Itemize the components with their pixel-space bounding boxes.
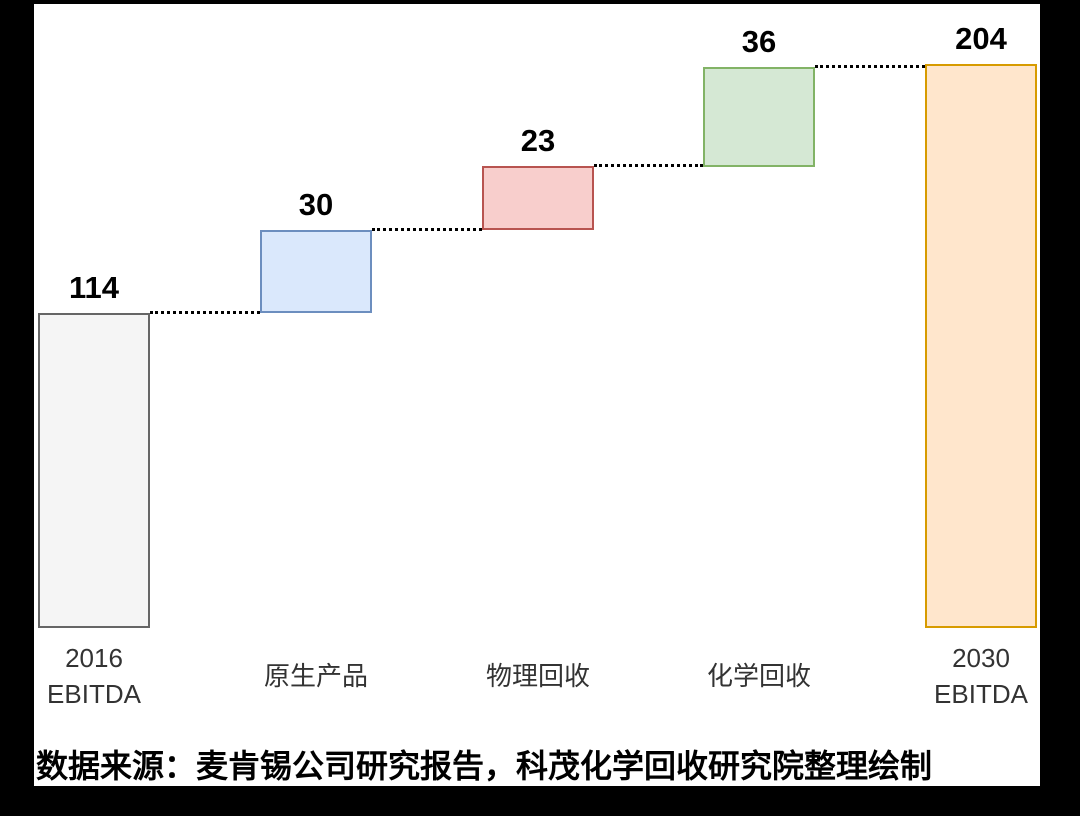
chart-panel: 114 2016 EBITDA 30 原生产品 23 物理回收 36 化学回收 204 2030 … <box>34 4 1040 786</box>
value-label-2016-ebitda: 114 <box>68 270 119 305</box>
connector-dotted-line-2 <box>372 228 482 231</box>
waterfall-chart: 114 2016 EBITDA 30 原生产品 23 物理回收 36 化学回收 204 2030 … <box>34 4 1040 786</box>
source-note: 数据来源：麦肯锡公司研究报告，科茂化学回收研究院整理绘制 <box>36 748 933 784</box>
connector-dotted-line-4 <box>815 65 925 68</box>
category-label-mechanical-recycling: 物理回收 <box>485 661 590 691</box>
value-label-2030-ebitda: 204 <box>955 21 1007 56</box>
bar-chemical-recycling <box>703 67 815 167</box>
category-label-2016-ebitda: 2016 EBITDA <box>47 643 141 709</box>
category-label-chemical-recycling: 化学回收 <box>706 661 811 691</box>
connector-dotted-line-1 <box>150 311 260 314</box>
value-label-mechanical-recycling: 23 <box>520 123 556 158</box>
value-label-chemical-recycling: 36 <box>741 24 777 59</box>
category-label-virgin-products: 原生产品 <box>263 661 368 691</box>
connector-dotted-line-3 <box>594 164 703 167</box>
bar-2016-ebitda <box>38 313 150 628</box>
bar-virgin-products <box>260 230 372 313</box>
bar-mechanical-recycling <box>482 166 594 230</box>
category-label-2030-ebitda: 2030 EBITDA <box>934 643 1028 709</box>
value-label-virgin-products: 30 <box>298 187 334 222</box>
bar-2030-ebitda <box>925 64 1037 628</box>
